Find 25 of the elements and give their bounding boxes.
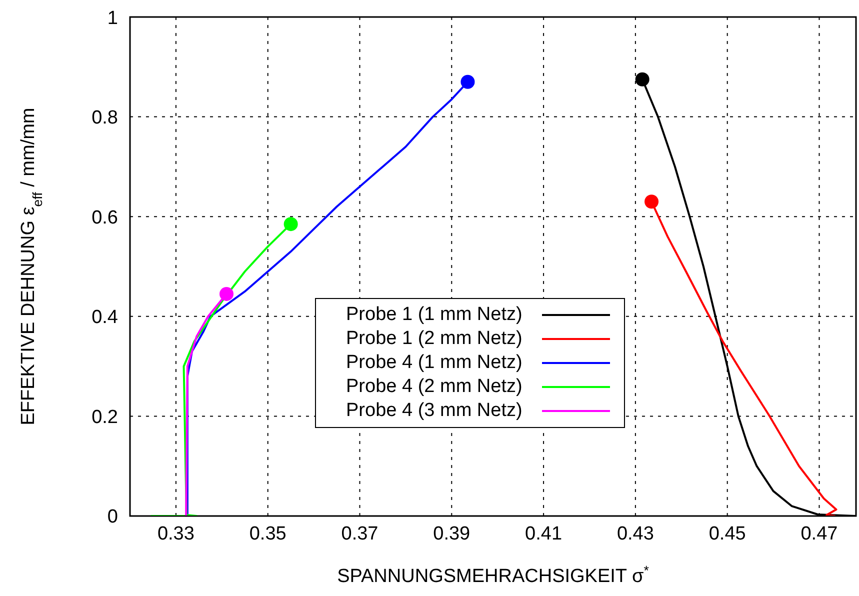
y-tick-label: 0.4 xyxy=(92,307,118,328)
point xyxy=(460,74,475,89)
legend-label: Probe 1 (2 mm Netz) xyxy=(346,328,522,350)
x-tick-label: 0.45 xyxy=(708,523,746,544)
point xyxy=(644,194,659,209)
point xyxy=(635,72,650,86)
point xyxy=(284,217,298,232)
x-tick-label: 0.35 xyxy=(249,523,286,544)
x-tick-label: 0.43 xyxy=(616,523,654,544)
x-tick-label: 0.39 xyxy=(433,523,470,544)
legend-label: Probe 1 (1 mm Netz) xyxy=(346,304,522,326)
x-tick-label: 0.37 xyxy=(341,523,378,544)
legend-label: Probe 4 (2 mm Netz) xyxy=(346,376,522,398)
y-tick-label: 1 xyxy=(107,8,118,29)
point xyxy=(219,286,234,301)
legend-label: Probe 4 (3 mm Netz) xyxy=(346,400,522,422)
x-tick-label: 0.47 xyxy=(800,523,838,544)
y-tick-label: 0 xyxy=(107,506,118,528)
y-tick-label: 0.2 xyxy=(92,406,118,428)
y-tick-label: 0.6 xyxy=(92,207,118,228)
x-tick-label: 0.41 xyxy=(525,523,562,544)
x-axis-title: SPANNUNGSMEHRACHSIGKEIT σ$^{*}$ xyxy=(337,562,649,587)
y-tick-label: 0.8 xyxy=(92,108,118,129)
legend-label: Probe 4 (1 mm Netz) xyxy=(346,352,522,374)
x-tick-label: 0.33 xyxy=(157,523,194,544)
